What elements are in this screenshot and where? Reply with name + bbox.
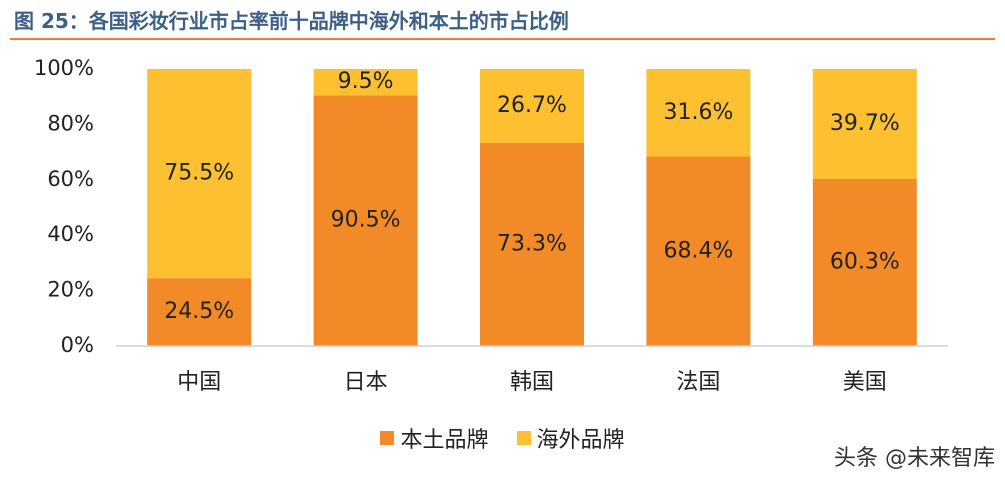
data-label: 60.3% bbox=[830, 249, 900, 274]
legend-item-domestic: 本土品牌 bbox=[380, 422, 489, 454]
legend-label-domestic: 本土品牌 bbox=[400, 428, 489, 453]
data-label: 39.7% bbox=[830, 111, 900, 136]
y-tick-label: 40% bbox=[47, 222, 94, 246]
bar-overseas bbox=[812, 69, 917, 179]
page-title: 图 25：各国彩妆行业市占率前十品牌中海外和本土的市占比例 bbox=[14, 9, 569, 33]
legend-swatch-domestic bbox=[380, 431, 395, 445]
bar-domestic bbox=[313, 95, 418, 346]
data-label: 24.5% bbox=[164, 299, 234, 324]
x-tick-label: 韩国 bbox=[510, 370, 554, 395]
watermark: 头条 @未来智库 bbox=[834, 446, 995, 471]
y-tick-label: 20% bbox=[47, 278, 94, 302]
bar-overseas bbox=[147, 69, 252, 279]
data-label: 9.5% bbox=[338, 69, 394, 94]
x-tick-label: 中国 bbox=[177, 370, 221, 395]
data-label: 26.7% bbox=[497, 93, 567, 118]
x-tick-label: 法国 bbox=[676, 370, 720, 395]
data-label: 31.6% bbox=[663, 100, 733, 125]
x-tick-label: 日本 bbox=[344, 370, 388, 395]
y-tick-label: 100% bbox=[34, 56, 94, 80]
chart-legend: 本土品牌 海外品牌 bbox=[0, 422, 1005, 454]
legend-item-overseas: 海外品牌 bbox=[516, 422, 625, 454]
y-tick-label: 0% bbox=[61, 333, 94, 357]
data-label: 75.5% bbox=[164, 161, 234, 186]
bar-overseas bbox=[313, 69, 418, 96]
y-tick-label: 80% bbox=[47, 111, 94, 135]
bar-overseas bbox=[480, 69, 584, 143]
data-label: 90.5% bbox=[331, 208, 401, 233]
x-tick-label: 美国 bbox=[843, 370, 887, 395]
data-label: 73.3% bbox=[497, 231, 567, 256]
bar-domestic bbox=[147, 278, 252, 346]
data-label: 68.4% bbox=[663, 238, 733, 263]
legend-swatch-overseas bbox=[516, 431, 531, 445]
title-divider bbox=[10, 38, 995, 40]
bar-overseas bbox=[646, 69, 751, 157]
y-tick-label: 60% bbox=[47, 167, 94, 191]
bar-domestic bbox=[646, 156, 751, 346]
legend-label-overseas: 海外品牌 bbox=[536, 428, 625, 453]
bar-domestic bbox=[812, 178, 917, 346]
bar-domestic bbox=[480, 142, 584, 346]
stacked-bar-chart: 0% 20% 40% 60% 80% 100% 24.5% 75.5% 中国 90.5% 9.5% 日… bbox=[34, 56, 948, 395]
